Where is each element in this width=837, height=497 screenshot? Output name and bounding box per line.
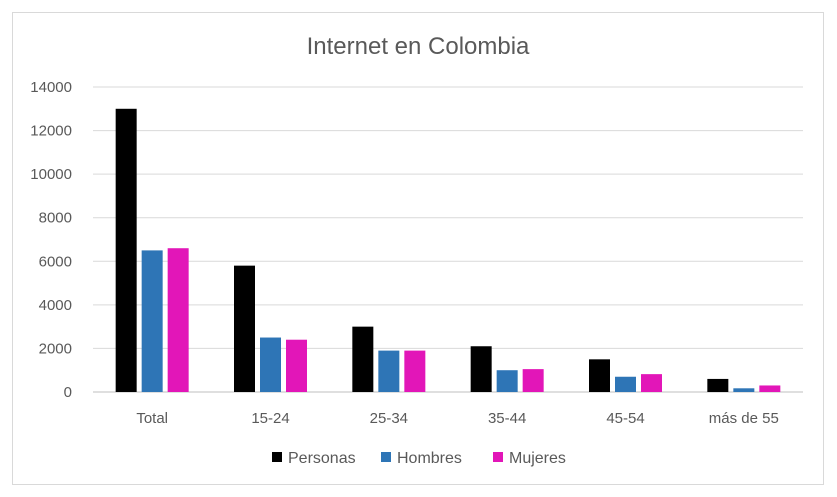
bar-personas-3 (470, 346, 492, 392)
legend-swatch-hombres (381, 452, 391, 462)
bar-personas-0 (115, 108, 137, 393)
legend-swatch-mujeres (493, 452, 503, 462)
bar-mujeres-1 (286, 339, 307, 392)
bar-personas-2 (352, 326, 374, 392)
bars (115, 108, 781, 393)
gridlines (93, 86, 803, 393)
x-tick-label: Total (136, 410, 168, 427)
legend-label-personas: Personas (288, 450, 356, 467)
bar-mujeres-4 (641, 374, 662, 392)
legend-label-hombres: Hombres (397, 450, 462, 467)
x-tick-label: más de 55 (709, 410, 779, 427)
chart-title: Internet en Colombia (307, 33, 530, 60)
x-axis-ticks: Total 15-24 25-34 35-44 45-54 más de 55 (136, 410, 779, 427)
bar-personas-5 (707, 378, 729, 392)
bar-mujeres-0 (167, 248, 189, 392)
chart-frame (12, 12, 824, 485)
y-tick-label: 6000 (39, 253, 72, 270)
x-tick-label: 15-24 (251, 410, 289, 427)
bar-mujeres-2 (404, 350, 426, 392)
x-tick-label: 45-54 (606, 410, 644, 427)
y-tick-label: 10000 (30, 166, 72, 183)
bar-hombres-1 (260, 337, 281, 392)
y-tick-label: 8000 (39, 210, 72, 227)
y-tick-label: 2000 (39, 340, 72, 357)
bar-personas-1 (234, 265, 255, 392)
legend-label-mujeres: Mujeres (509, 450, 566, 467)
y-tick-label: 4000 (39, 297, 72, 314)
legend-swatch-personas (272, 452, 282, 462)
bar-hombres-5 (733, 388, 755, 392)
bar-hombres-2 (378, 350, 400, 392)
bar-hombres-0 (141, 250, 163, 392)
bar-hombres-3 (496, 370, 518, 392)
x-tick-label: 35-44 (488, 410, 526, 427)
bar-personas-4 (589, 359, 610, 392)
y-tick-label: 14000 (30, 79, 72, 96)
y-tick-label: 12000 (30, 123, 72, 140)
legend: Personas Hombres Mujeres (272, 450, 566, 467)
bar-hombres-4 (615, 376, 636, 392)
x-tick-label: 25-34 (370, 410, 408, 427)
y-tick-label: 0 (64, 384, 72, 401)
y-axis-ticks: 0 2000 4000 6000 8000 10000 12000 14000 (30, 79, 72, 401)
bar-mujeres-3 (522, 369, 544, 392)
bar-mujeres-5 (759, 385, 781, 392)
